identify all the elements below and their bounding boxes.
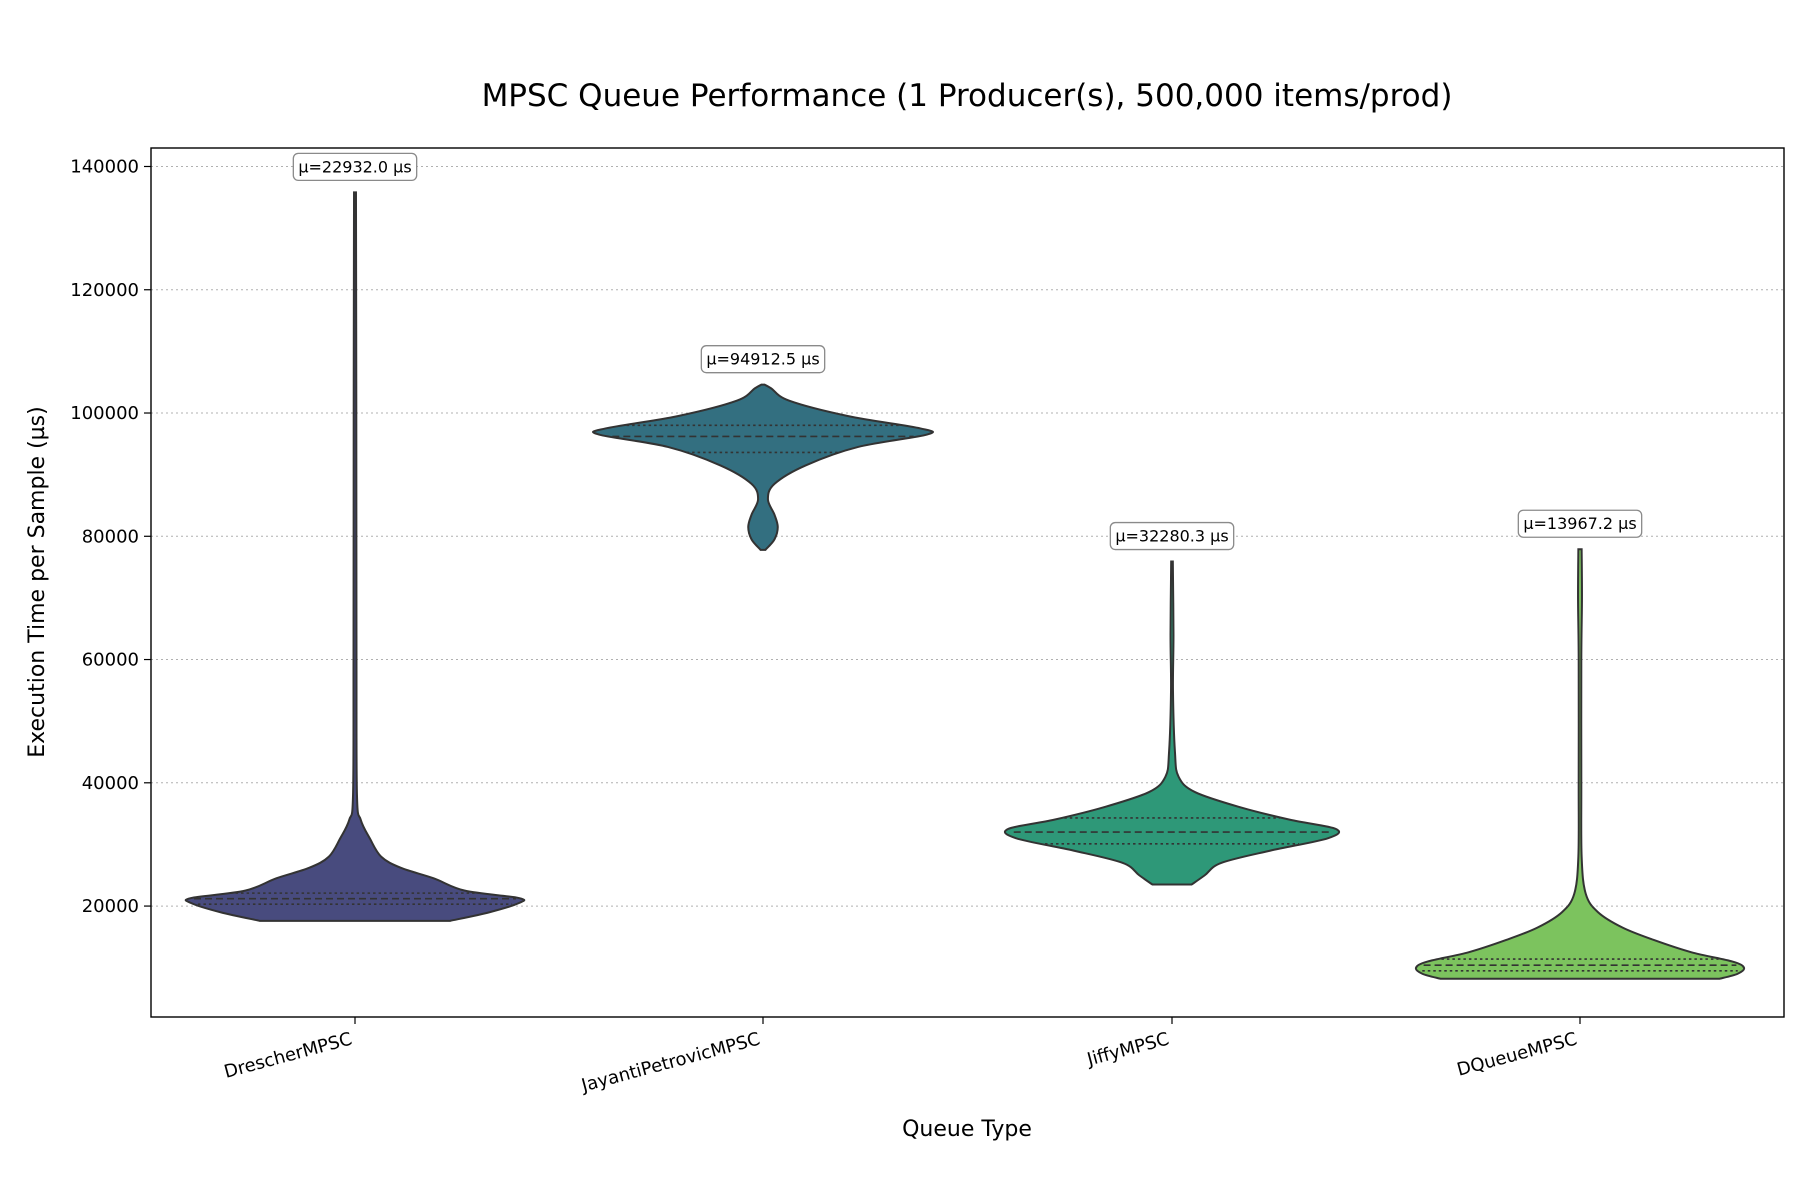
y-tick-label: 140000	[70, 156, 139, 177]
mean-annotations: µ=22932.0 µs µ=94912.5 µs µ=32280.3 µs µ=13…	[292, 152, 1643, 551]
plot-frame	[150, 147, 1785, 1018]
violins	[184, 191, 1746, 980]
mean-annotation-text: µ=94912.5 µs	[706, 350, 819, 369]
x-axis-label: Queue Type	[902, 1117, 1032, 1142]
y-tick-label: 100000	[70, 403, 139, 424]
violin-DQueueMPSC	[1414, 548, 1746, 980]
violin-body	[1003, 560, 1341, 886]
mean-annotation: µ=13967.2 µs	[1517, 509, 1643, 538]
mean-annotation: µ=32280.3 µs	[1109, 521, 1235, 551]
violin-JiffyMPSC	[1003, 560, 1341, 886]
violin-body	[592, 383, 934, 551]
mean-annotation-box	[1109, 521, 1235, 551]
mean-annotation-text: µ=22932.0 µs	[298, 157, 411, 176]
mean-annotation: µ=22932.0 µs	[292, 152, 418, 182]
mean-annotation: µ=94912.5 µs	[700, 345, 826, 374]
y-axis-label: Execution Time per Sample (µs)	[25, 406, 50, 757]
grid-lines	[151, 165, 1784, 907]
y-tick-label: 80000	[82, 526, 139, 547]
x-tick-label: DrescherMPSC	[222, 1029, 354, 1083]
y-axis-ticks: 20000 40000 60000 80000 100000 120000 140000	[70, 156, 151, 917]
mean-annotation-text: µ=32280.3 µs	[1115, 527, 1228, 546]
chart-title: MPSC Queue Performance (1 Producer(s), 5…	[482, 78, 1453, 114]
x-tick-label: JiffyMPSC	[1084, 1029, 1171, 1071]
mean-annotation-box	[1517, 509, 1643, 538]
violin-DrescherMPSC	[184, 191, 526, 922]
mean-annotation-box	[292, 152, 418, 182]
violin-body	[184, 191, 526, 922]
mean-annotation-text: µ=13967.2 µs	[1523, 514, 1636, 533]
violin-body	[1414, 548, 1746, 980]
violin-JayantiPetrovicMPSC	[592, 383, 934, 551]
y-tick-label: 120000	[70, 280, 139, 301]
y-tick-label: 60000	[82, 650, 139, 671]
x-tick-label: DQueueMPSC	[1455, 1029, 1580, 1081]
y-tick-label: 20000	[82, 896, 139, 917]
x-axis-ticks: DrescherMPSC JayantiPetrovicMPSC JiffyMPSC…	[222, 1017, 1581, 1097]
x-tick-label: JayantiPetrovicMPSC	[578, 1029, 762, 1097]
y-tick-label: 40000	[82, 773, 139, 794]
mean-annotation-box	[700, 345, 826, 374]
